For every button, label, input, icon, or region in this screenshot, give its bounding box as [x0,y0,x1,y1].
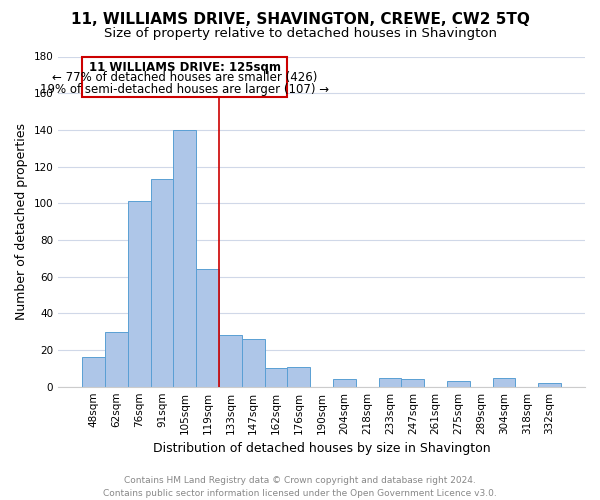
Text: 11, WILLIAMS DRIVE, SHAVINGTON, CREWE, CW2 5TQ: 11, WILLIAMS DRIVE, SHAVINGTON, CREWE, C… [71,12,529,28]
Bar [82,56,287,97]
Y-axis label: Number of detached properties: Number of detached properties [15,123,28,320]
Text: 11 WILLIAMS DRIVE: 125sqm: 11 WILLIAMS DRIVE: 125sqm [89,60,281,74]
Bar [173,130,196,386]
Bar [401,380,424,386]
Bar [196,270,219,386]
Text: 19% of semi-detached houses are larger (107) →: 19% of semi-detached houses are larger (… [40,84,329,96]
Bar [242,339,265,386]
Bar [128,202,151,386]
Bar [105,332,128,386]
Bar [447,381,470,386]
Bar [379,378,401,386]
Text: Contains HM Land Registry data © Crown copyright and database right 2024.
Contai: Contains HM Land Registry data © Crown c… [103,476,497,498]
Bar [333,380,356,386]
Bar [287,366,310,386]
Text: Size of property relative to detached houses in Shavington: Size of property relative to detached ho… [104,28,497,40]
X-axis label: Distribution of detached houses by size in Shavington: Distribution of detached houses by size … [153,442,490,455]
Bar [219,336,242,386]
Bar [538,383,561,386]
Bar [151,180,173,386]
Bar [82,358,105,386]
Text: ← 77% of detached houses are smaller (426): ← 77% of detached houses are smaller (42… [52,72,317,85]
Bar [493,378,515,386]
Bar [265,368,287,386]
